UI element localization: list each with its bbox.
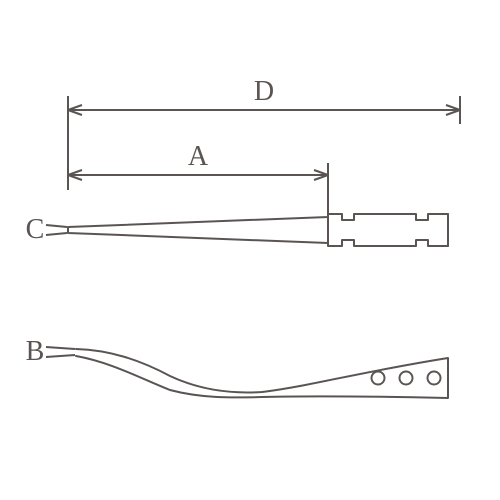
label-d: D <box>254 76 274 107</box>
dimension-b: B <box>26 336 75 367</box>
dimension-a: A <box>68 141 328 215</box>
label-c: C <box>26 214 45 245</box>
side-view <box>76 349 448 398</box>
top-view <box>68 214 448 246</box>
dimension-d: D <box>68 76 460 190</box>
label-a: A <box>188 141 209 172</box>
dimension-c: C <box>26 214 67 245</box>
label-b: B <box>26 336 45 367</box>
